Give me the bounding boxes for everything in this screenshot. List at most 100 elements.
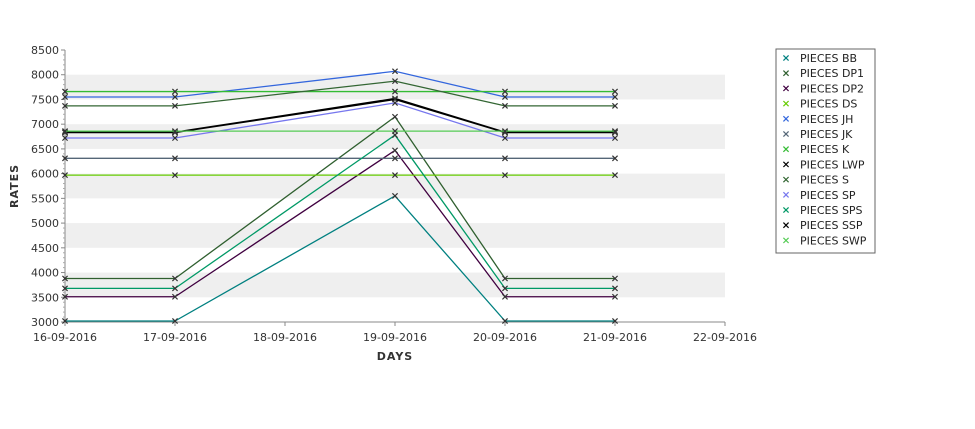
x-tick-group: 16-09-2016 17-09-2016 18-09-2016 19-09-2016… [33,322,757,344]
data-point [61,317,69,325]
data-point [391,113,399,120]
series-pieces-k [61,88,619,95]
series-pieces-ds [61,172,619,179]
data-point [611,128,619,135]
series-lines [61,68,619,325]
legend-label: PIECES K [800,143,850,156]
legend-marker [782,176,790,183]
legend-item: PIECES JK [782,128,853,141]
data-point [391,68,399,75]
series-pieces-dp2 [61,147,619,300]
data-point [501,135,509,142]
legend-label: PIECES SSP [800,219,863,232]
y-tick-label: 6000 [31,168,59,181]
data-point [501,102,509,109]
legend-item: PIECES SP [782,189,856,202]
data-point [391,147,399,154]
grid-band [65,124,725,149]
series-pieces-jh [61,68,619,101]
data-point [61,275,69,282]
series-pieces-s [61,78,619,109]
legend: PIECES BB PIECES DP1 PIECES DP2 PIECES DS PI… [775,48,876,254]
legend-marker [782,222,790,229]
series-pieces-sps [61,132,619,292]
series-line [65,195,615,322]
data-point [171,88,179,95]
series-pieces-dp1 [61,113,619,282]
data-point [391,88,399,95]
legend-label: PIECES JK [800,128,853,141]
data-point [391,192,399,199]
legend-label: PIECES DP1 [800,67,864,80]
data-point [391,128,399,135]
legend-item: PIECES BB [782,52,857,65]
data-point [171,135,179,142]
y-axis-title: RATES [8,164,21,208]
legend-marker [782,237,790,244]
data-point [611,135,619,142]
data-point [611,275,619,282]
data-point [501,93,509,101]
x-tick-label: 21-09-2016 [583,331,647,344]
data-point [61,128,69,135]
data-point [501,88,509,95]
data-point [611,172,619,179]
grid-band [65,173,725,199]
grid-band [65,272,725,298]
x-tick-label: 16-09-2016 [33,331,97,344]
legend-item: PIECES K [782,143,850,156]
data-point [611,293,619,300]
legend-label: PIECES S [800,174,849,187]
data-point [391,96,399,103]
data-point [171,128,179,135]
data-point [501,128,509,135]
x-axis-title: DAYS [377,350,413,363]
series-pieces-jk [61,155,619,162]
data-point [611,93,619,101]
legend-label: PIECES BB [800,52,857,65]
legend-item: PIECES S [782,174,849,187]
data-point [171,285,179,292]
data-point [391,78,399,85]
data-point [611,88,619,95]
legend-marker [782,191,790,198]
data-point [501,172,509,179]
data-point [391,155,399,162]
data-point [171,155,179,162]
legend-label: PIECES LWP [800,158,865,171]
x-tick-label: 20-09-2016 [473,331,537,344]
legend-label: PIECES SPS [800,204,863,217]
x-tick-label: 18-09-2016 [253,331,317,344]
legend-marker [782,161,790,168]
legend-marker [782,115,790,122]
legend-item: PIECES DS [782,98,857,111]
legend-marker [782,70,790,77]
data-point [611,317,619,325]
data-point [171,102,179,109]
legend-item: PIECES DP1 [782,67,864,80]
y-tick-label: 8000 [31,69,59,82]
legend-item: PIECES JH [782,113,853,126]
y-tick-label: 4000 [31,267,59,280]
data-point [61,102,69,109]
data-point [61,155,69,162]
y-tick-label: 6500 [31,143,59,156]
data-point [171,172,179,179]
data-point [501,155,509,162]
y-tick-label: 4500 [31,242,59,255]
legend-item: PIECES LWP [782,158,865,171]
legend-label: PIECES SP [800,189,856,202]
series-pieces-bb [61,192,619,325]
grid-bands [65,74,725,298]
legend-label: PIECES DS [800,98,857,111]
y-tick-label: 3000 [31,316,59,329]
data-point [61,135,69,142]
y-tick-label: 3500 [31,291,59,304]
data-point [171,293,179,300]
legend-item: PIECES SSP [782,219,863,232]
legend-label: PIECES JH [800,113,853,126]
data-point [501,275,509,282]
data-point [171,275,179,282]
x-tick-label: 22-09-2016 [693,331,757,344]
